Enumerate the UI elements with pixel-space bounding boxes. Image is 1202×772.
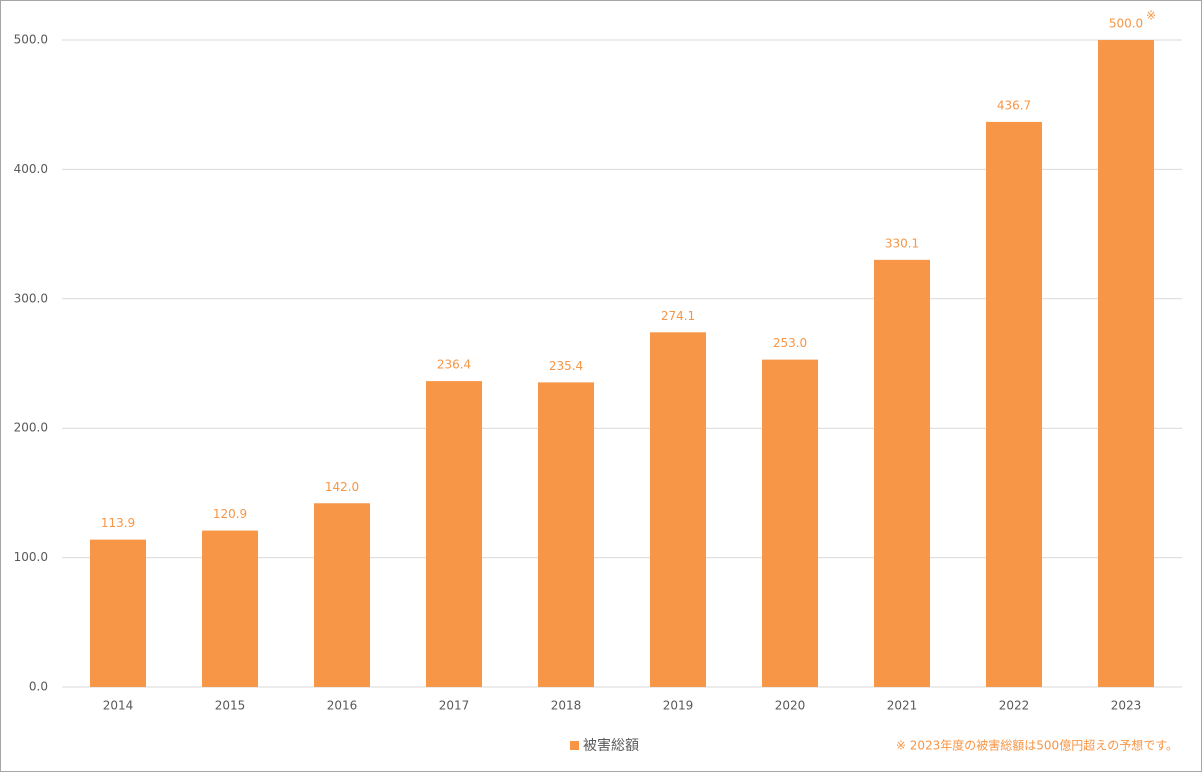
data-label: 274.1 bbox=[661, 309, 695, 323]
x-tick-label: 2019 bbox=[663, 699, 694, 713]
data-label: 236.4 bbox=[437, 358, 471, 372]
legend-label: 被害総額 bbox=[583, 738, 639, 754]
data-label: 436.7 bbox=[997, 98, 1031, 112]
bar bbox=[762, 359, 818, 687]
bar bbox=[986, 121, 1042, 687]
x-tick-label: 2014 bbox=[103, 699, 134, 713]
x-tick-label: 2020 bbox=[775, 699, 806, 713]
annotation-mark: ※ bbox=[1146, 9, 1156, 23]
footnote: ※ 2023年度の被害総額は500億円超えの予想です。 bbox=[896, 738, 1178, 753]
x-tick-label: 2017 bbox=[439, 699, 470, 713]
bar bbox=[314, 503, 370, 687]
bar bbox=[650, 332, 706, 687]
data-label: 330.1 bbox=[885, 236, 919, 250]
data-label: 253.0 bbox=[773, 336, 807, 350]
y-tick-label: 500.0 bbox=[14, 33, 48, 47]
data-label: 113.9 bbox=[101, 516, 135, 530]
bar bbox=[1098, 40, 1154, 687]
x-tick-label: 2015 bbox=[215, 699, 246, 713]
bar bbox=[90, 539, 146, 687]
bar bbox=[202, 530, 258, 687]
data-label: 500.0 bbox=[1109, 17, 1143, 31]
bar bbox=[874, 259, 930, 687]
bar bbox=[538, 382, 594, 687]
data-label: 120.9 bbox=[213, 507, 247, 521]
x-tick-label: 2016 bbox=[327, 699, 358, 713]
y-tick-label: 200.0 bbox=[14, 421, 48, 435]
y-tick-label: 300.0 bbox=[14, 291, 48, 305]
data-label: 142.0 bbox=[325, 480, 359, 494]
x-tick-label: 2023 bbox=[1111, 699, 1142, 713]
x-tick-label: 2018 bbox=[551, 699, 582, 713]
bar bbox=[426, 381, 482, 687]
y-tick-label: 100.0 bbox=[14, 550, 48, 564]
x-tick-label: 2022 bbox=[999, 699, 1030, 713]
legend-swatch bbox=[570, 741, 579, 750]
data-label: 235.4 bbox=[549, 359, 583, 373]
x-tick-label: 2021 bbox=[887, 699, 918, 713]
y-tick-label: 0.0 bbox=[29, 680, 48, 694]
y-tick-label: 400.0 bbox=[14, 162, 48, 176]
